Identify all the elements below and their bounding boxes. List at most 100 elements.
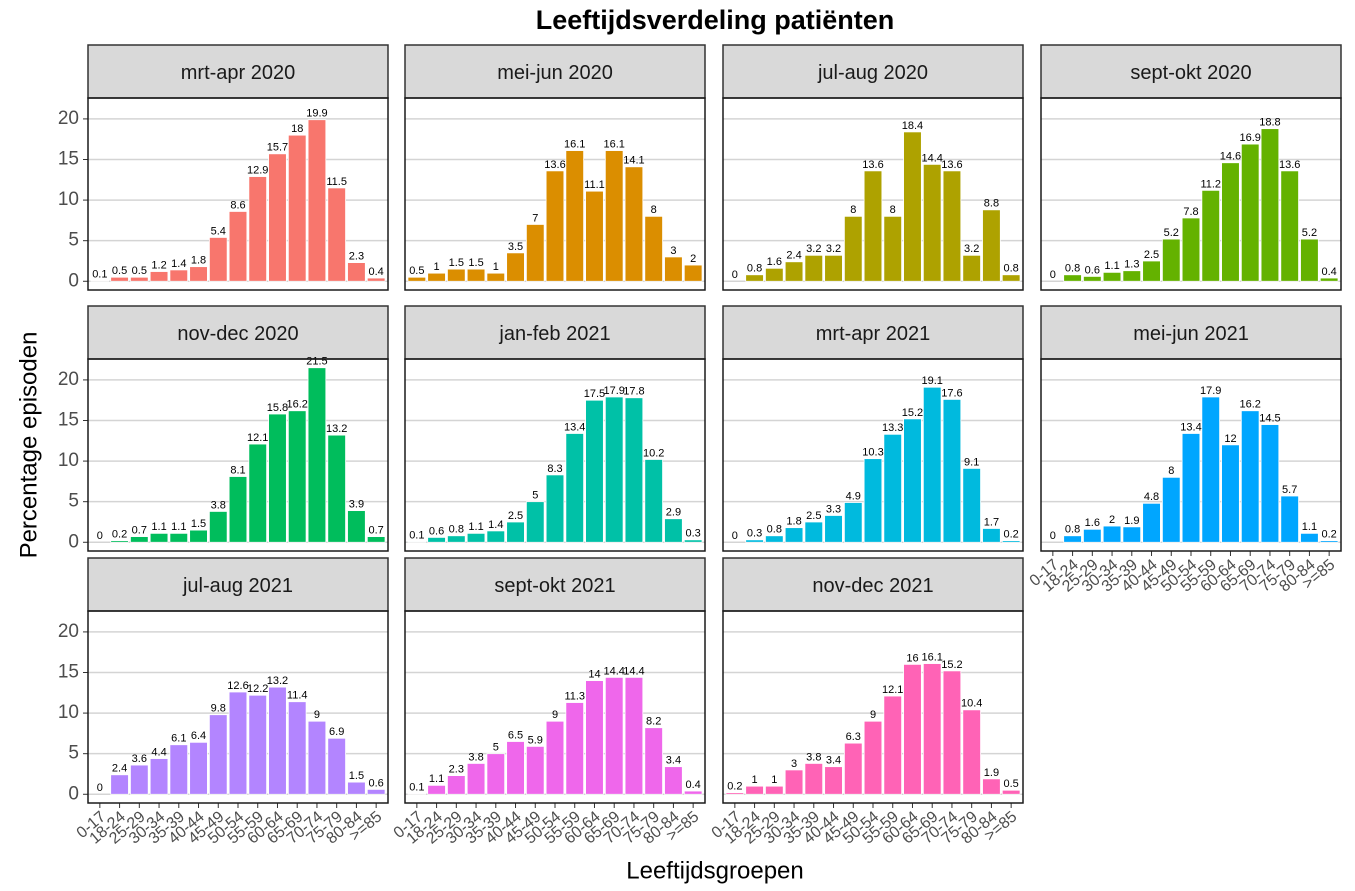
data-label: 1.4 — [171, 258, 186, 270]
bar — [565, 702, 585, 795]
data-label: 17.9 — [603, 385, 624, 397]
data-label: 1.9 — [1124, 515, 1139, 527]
bar — [208, 511, 228, 543]
bar — [110, 540, 129, 543]
data-label: 8 — [890, 204, 896, 216]
panel-border — [404, 97, 706, 291]
data-label: 0.2 — [1322, 529, 1337, 541]
y-tick-label: 5 — [68, 230, 79, 251]
data-label: 15.2 — [902, 407, 923, 419]
data-label: 1.5 — [468, 257, 483, 269]
bar — [130, 764, 149, 795]
strip — [87, 305, 389, 360]
data-label: 3.2 — [826, 243, 841, 255]
data-label: 12.1 — [247, 432, 268, 444]
data-label: 1.5 — [449, 257, 464, 269]
data-label: 0.6 — [1085, 264, 1100, 276]
bar — [466, 268, 486, 282]
strip-label: nov-dec 2021 — [812, 575, 933, 597]
data-label: 3.8 — [468, 751, 483, 763]
data-label: 16 — [906, 652, 918, 664]
bar — [447, 535, 466, 543]
bar — [327, 187, 346, 282]
bar — [922, 386, 942, 543]
data-label: 6.4 — [191, 730, 206, 742]
data-label: 0 — [1050, 530, 1056, 542]
data-label: 16.1 — [921, 651, 942, 663]
y-tick-label: 20 — [58, 621, 79, 642]
bar — [287, 134, 307, 282]
data-label: 5 — [493, 742, 499, 754]
data-label: 13.6 — [544, 159, 565, 171]
data-label: 14.5 — [1259, 412, 1280, 424]
data-label: 1.8 — [191, 255, 206, 267]
y-tick-label: 10 — [58, 450, 79, 471]
bar — [506, 741, 525, 795]
data-label: 0.6 — [369, 777, 384, 789]
data-label: 9.8 — [211, 703, 226, 715]
data-label: 0.8 — [1004, 263, 1019, 275]
bar — [466, 763, 486, 795]
bar — [427, 537, 446, 543]
bar — [1083, 276, 1102, 282]
data-label: 1.9 — [984, 767, 999, 779]
data-label: 18.4 — [902, 120, 923, 132]
data-label: 13.6 — [941, 159, 962, 171]
bar — [1001, 789, 1021, 795]
x-axis-label: Leeftijdsgroepen — [626, 857, 803, 884]
data-label: 18 — [291, 123, 303, 135]
bar — [407, 541, 427, 543]
bar — [1142, 260, 1161, 282]
bar — [903, 131, 922, 282]
bar — [784, 261, 804, 282]
data-label: 0.4 — [686, 779, 701, 791]
data-label: 0.8 — [1065, 524, 1080, 536]
bar — [585, 680, 604, 795]
bar — [1240, 143, 1260, 282]
bar — [1181, 217, 1201, 282]
data-label: 6.5 — [508, 729, 523, 741]
bar — [565, 150, 585, 282]
data-label: 8 — [1168, 465, 1174, 477]
bar — [1201, 396, 1221, 543]
data-label: 3.6 — [132, 753, 147, 765]
data-label: 0.2 — [1004, 529, 1019, 541]
data-label: 2.3 — [449, 764, 464, 776]
data-label: 11.2 — [1200, 178, 1221, 190]
bar — [525, 224, 545, 282]
bar — [644, 727, 663, 795]
data-label: 12.9 — [247, 164, 268, 176]
data-label: 0.1 — [92, 268, 107, 280]
bar — [843, 502, 863, 543]
data-label: 1 — [752, 774, 758, 786]
strip-label: sept-okt 2020 — [1130, 62, 1251, 84]
strip-label: jan-feb 2021 — [498, 323, 610, 345]
bar — [307, 367, 327, 543]
data-label: 19.1 — [921, 375, 942, 387]
panel-border — [404, 358, 706, 552]
bar — [1063, 535, 1082, 543]
bar — [664, 766, 683, 795]
data-label: 1.6 — [767, 256, 782, 268]
bar — [883, 433, 903, 543]
chart-title: Leeftijdsverdeling patiënten — [536, 5, 895, 35]
bar — [268, 153, 287, 282]
bar — [784, 769, 804, 795]
data-label: 1.1 — [1104, 260, 1119, 272]
y-tick-label: 15 — [58, 410, 79, 431]
data-label: 7 — [532, 212, 538, 224]
bar — [366, 536, 386, 543]
bar — [110, 276, 129, 282]
data-label: 0.8 — [449, 524, 464, 536]
bar — [248, 176, 268, 282]
bar — [486, 753, 506, 795]
data-label: 0.5 — [409, 265, 424, 277]
data-label: 0.4 — [1322, 266, 1337, 278]
y-tick-label: 5 — [68, 743, 79, 764]
data-label: 3.4 — [826, 755, 841, 767]
bar — [1221, 444, 1240, 543]
data-label: 1 — [493, 261, 499, 273]
data-label: 15.7 — [267, 142, 288, 154]
data-label: 17.8 — [623, 386, 644, 398]
